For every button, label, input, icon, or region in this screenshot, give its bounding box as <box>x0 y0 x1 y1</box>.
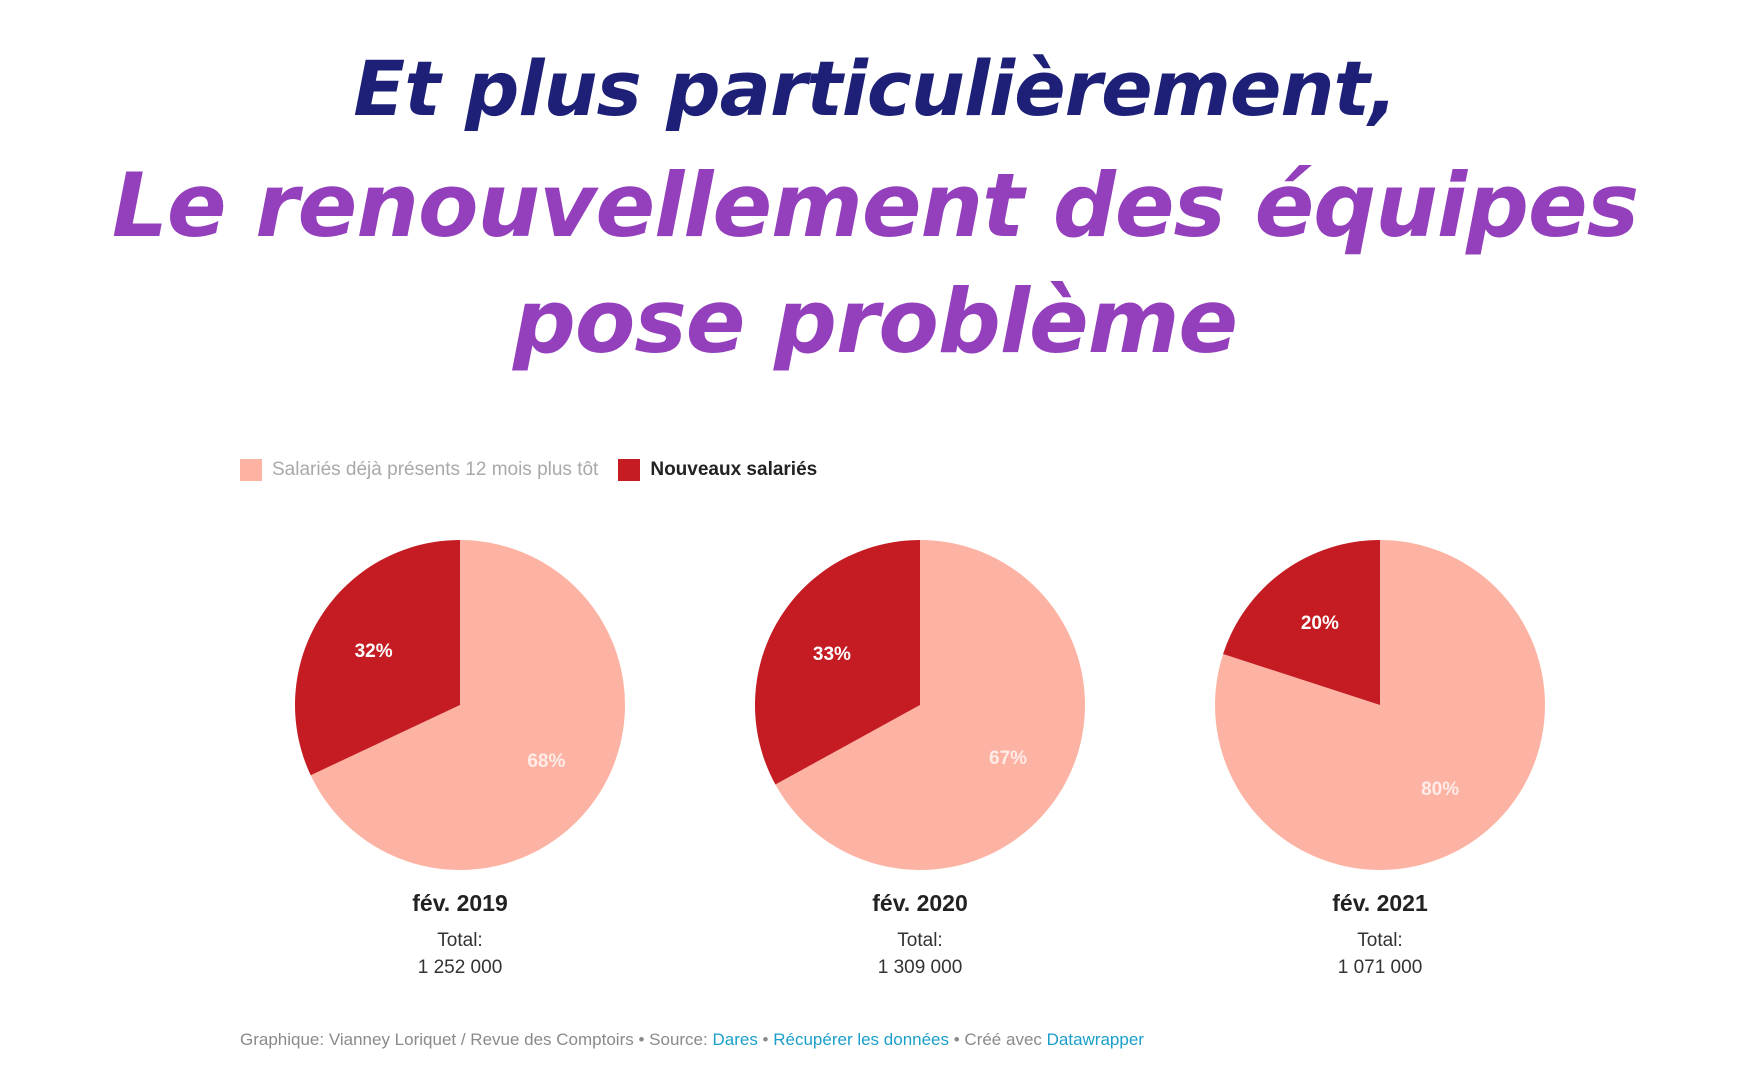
pie-slice-existing <box>775 540 1085 870</box>
legend-item-existing: Salariés déjà présents 12 mois plus tôt <box>240 459 598 481</box>
pie-total-label-2019: Total: <box>437 930 483 951</box>
pie-label-existing: 68% <box>527 751 565 772</box>
title-line-2: Le renouvellement des équipes <box>111 154 1639 257</box>
pie-label-new: 32% <box>355 641 393 662</box>
source-link[interactable]: Dares <box>712 1030 758 1049</box>
legend-swatch-existing <box>240 459 262 481</box>
pie-slice-existing <box>310 540 625 870</box>
pie-total-label-2020: Total: <box>897 930 943 951</box>
pie-date-2021: fév. 2021 <box>1332 890 1428 916</box>
pie-chart-2020: 67% 33% <box>755 540 1085 870</box>
page-title: Et plus particulièrement, Le renouvellem… <box>0 30 1750 380</box>
pie-slice-new <box>755 540 920 785</box>
datawrapper-link[interactable]: Datawrapper <box>1046 1030 1144 1049</box>
footer-created-with: • Créé avec <box>949 1030 1047 1049</box>
legend-label-new: Nouveaux salariés <box>650 459 818 480</box>
title-line-1: Et plus particulièrement, <box>353 44 1397 133</box>
chart-footer: Graphique: Vianney Loriquet / Revue des … <box>240 1030 1144 1050</box>
pie-slice-new <box>1223 540 1380 705</box>
pie-total-value-2020: 1 309 000 <box>877 957 963 978</box>
pie-date-2020: fév. 2020 <box>872 890 968 916</box>
pie-total-label-2021: Total: <box>1357 930 1403 951</box>
pie-panel-2019: 68% 32% fév. 2019 Total: 1 252 000 <box>290 535 630 981</box>
download-data-link[interactable]: Récupérer les données <box>773 1030 950 1049</box>
pie-chart-2019: 68% 32% <box>294 540 625 870</box>
pie-label-existing: 67% <box>989 748 1027 769</box>
pie-total-value-2021: 1 071 000 <box>1337 957 1423 978</box>
pie-panel-2021: 80% 20% fév. 2021 Total: 1 071 000 <box>1210 535 1550 981</box>
legend-swatch-new <box>618 459 641 481</box>
title-line-3: pose problème <box>512 270 1238 373</box>
pie-panel-2020: 67% 33% fév. 2020 Total: 1 309 000 <box>750 535 1090 981</box>
pie-label-new: 33% <box>813 644 851 665</box>
pie-chart-2021: 80% 20% <box>1215 540 1545 870</box>
pie-label-existing: 80% <box>1421 779 1459 800</box>
legend-label-existing: Salariés déjà présents 12 mois plus tôt <box>272 459 599 480</box>
chart-legend: Salariés déjà présents 12 mois plus tôt … <box>240 455 837 485</box>
footer-separator: • <box>757 1030 774 1049</box>
pie-label-new: 20% <box>1301 613 1339 634</box>
pie-date-2019: fév. 2019 <box>412 890 508 916</box>
pie-slice-new <box>294 540 460 776</box>
legend-item-new: Nouveaux salariés <box>618 459 817 481</box>
pie-total-value-2019: 1 252 000 <box>417 957 503 978</box>
footer-credits: Graphique: Vianney Loriquet / Revue des … <box>240 1030 713 1049</box>
